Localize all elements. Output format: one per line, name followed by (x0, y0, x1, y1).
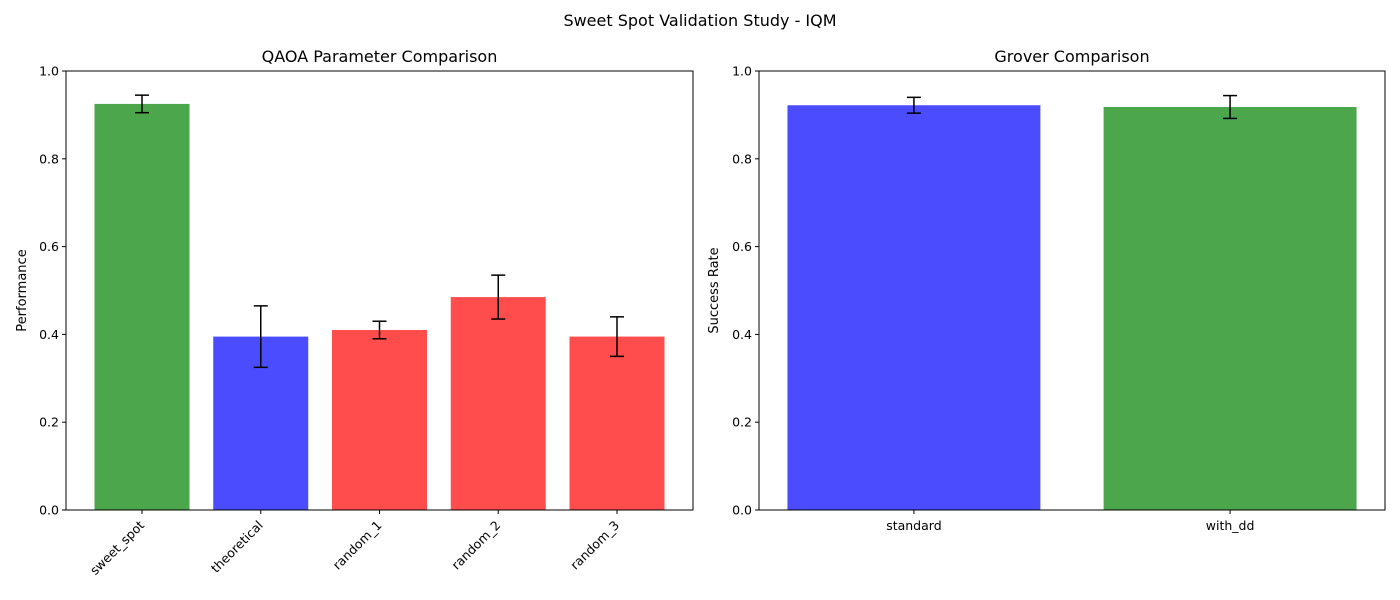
qaoa-xtick-label: theoretical (208, 518, 266, 576)
qaoa-ytick-label: 1.0 (39, 64, 59, 79)
qaoa-chart: QAOA Parameter Comparison Performance 0.0 0… (15, 47, 694, 578)
qaoa-errorbar-random_3 (610, 316, 624, 358)
grover-ytick-label: 0.6 (732, 239, 752, 254)
qaoa-ytick-label: 0.8 (39, 151, 59, 166)
grover-bar-standard (787, 105, 1041, 510)
qaoa-ytick-label: 0.0 (39, 503, 59, 518)
grover-ytick-label: 0.4 (732, 327, 752, 342)
qaoa-ytick-label: 0.4 (39, 327, 59, 342)
qaoa-xtick-label: random_1 (330, 518, 385, 573)
grover-errorbar-with_dd (1223, 94, 1238, 120)
qaoa-xtick-label: sweet_spot (87, 517, 147, 577)
grover-ytick-label: 0.0 (732, 503, 752, 518)
figure-suptitle: Sweet Spot Validation Study - IQM (563, 11, 836, 30)
qaoa-ylabel: Performance (15, 249, 30, 331)
qaoa-ytick-label: 0.2 (39, 415, 59, 430)
qaoa-errorbar-random_1 (372, 320, 387, 340)
qaoa-title: QAOA Parameter Comparison (262, 47, 498, 66)
qaoa-bar-random_3 (569, 336, 665, 510)
grover-bar-with_dd (1103, 106, 1357, 511)
qaoa-bar-random_1 (332, 330, 427, 510)
qaoa-errorbar-random_2 (491, 274, 506, 320)
grover-xtick-label: with_dd (1206, 518, 1255, 533)
grover-axes-frame (758, 70, 1386, 511)
qaoa-errorbar-sweet_spot (135, 94, 149, 114)
qaoa-bar-random_2 (450, 297, 546, 510)
grover-errorbar-standard (906, 96, 921, 114)
grover-chart: Grover Comparison Success Rate 0.0 0.2 0.4 0.… (707, 47, 1386, 533)
qaoa-ytick-label: 0.6 (39, 239, 59, 254)
grover-ylabel: Success Rate (707, 247, 722, 333)
qaoa-xtick-label: random_3 (567, 518, 622, 573)
qaoa-xtick-label: random_2 (448, 518, 503, 573)
qaoa-errorbar-theoretical (253, 305, 268, 369)
qaoa-bar-sweet_spot (94, 103, 190, 511)
grover-title: Grover Comparison (994, 47, 1149, 66)
grover-ytick-label: 0.8 (732, 151, 752, 166)
grover-xtick-label: standard (886, 518, 941, 533)
grover-ytick-label: 1.0 (732, 64, 752, 79)
grover-ytick-label: 0.2 (732, 415, 752, 430)
